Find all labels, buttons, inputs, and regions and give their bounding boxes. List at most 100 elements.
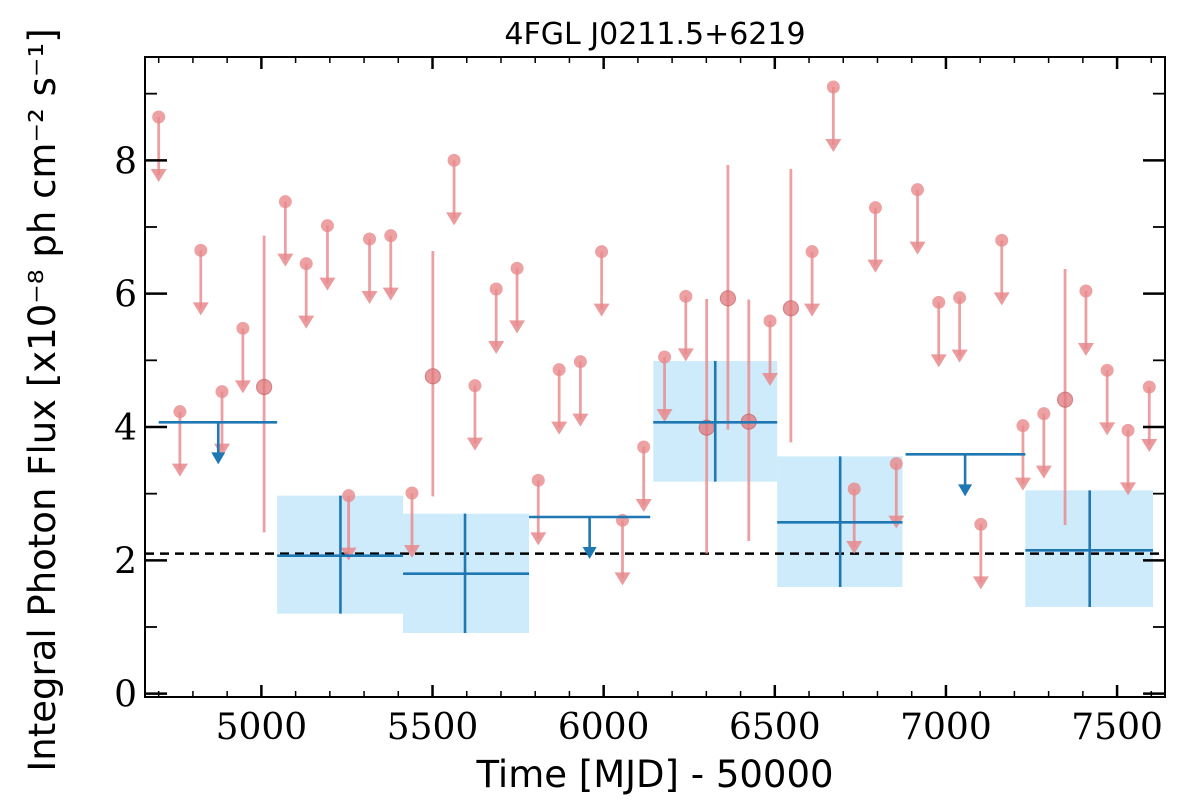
- upper-limit-arrowhead: [1099, 422, 1116, 436]
- wide-upper-limit-arrowhead: [211, 452, 226, 465]
- upper-limit-arrowhead: [340, 547, 357, 561]
- data-point: [531, 473, 545, 487]
- y-tick-label: 8: [114, 141, 137, 182]
- data-point: [826, 80, 840, 94]
- upper-limit-arrowhead: [466, 437, 483, 451]
- data-point: [173, 405, 187, 419]
- data-point: [658, 350, 672, 364]
- upper-limit-arrowhead: [846, 541, 863, 554]
- upper-limit-arrowhead: [171, 463, 188, 477]
- chart-title: 4FGL J0211.5+6219: [504, 17, 805, 52]
- data-point: [363, 232, 377, 246]
- data-point: [552, 363, 566, 377]
- data-point: [468, 379, 482, 393]
- data-point: [679, 289, 693, 303]
- data-point: [889, 457, 903, 471]
- upper-limit-arrowhead: [909, 241, 926, 255]
- upper-limit-arrowhead: [993, 292, 1010, 306]
- data-point: [974, 517, 988, 531]
- data-point: [847, 482, 861, 496]
- data-point: [510, 261, 524, 275]
- upper-limit-arrowhead: [635, 499, 652, 512]
- upper-limit-arrowhead: [488, 341, 505, 354]
- data-point: [405, 486, 419, 500]
- upper-limit-arrowhead: [1141, 439, 1158, 452]
- data-point: [194, 243, 208, 257]
- upper-limit-arrowhead: [614, 572, 631, 586]
- upper-limit-arrowhead: [361, 291, 378, 304]
- data-point: [320, 219, 334, 233]
- data-point: [573, 355, 587, 369]
- long-bin-layer: [158, 361, 1154, 633]
- upper-limit-arrowhead: [825, 139, 842, 152]
- data-point: [384, 229, 398, 243]
- data-point: [278, 195, 292, 209]
- upper-limit-arrowhead: [656, 409, 673, 422]
- upper-limit-arrowhead: [677, 348, 694, 362]
- data-point: [1100, 363, 1114, 377]
- data-point: [805, 245, 819, 259]
- y-tick-label: 4: [114, 408, 137, 449]
- detection-point: [719, 290, 737, 307]
- data-point: [595, 245, 609, 259]
- upper-limit-arrowhead: [867, 259, 884, 273]
- data-point: [1121, 423, 1135, 437]
- data-point: [342, 489, 356, 503]
- detection-point: [782, 300, 799, 317]
- data-point: [236, 321, 250, 335]
- data-point: [995, 233, 1009, 247]
- x-tick-label: 6000: [558, 707, 650, 748]
- axis-ticks: 5000 5500 6000 6500 7000 7500 0 2 4 6 8: [114, 57, 1165, 748]
- upper-limit-arrowhead: [446, 212, 463, 226]
- upper-limit-arrowhead: [298, 315, 315, 329]
- data-point: [637, 440, 651, 454]
- x-tick-label: 7500: [1071, 707, 1163, 748]
- upper-limit-arrowhead: [1014, 477, 1031, 491]
- upper-limit-arrowhead: [319, 277, 336, 291]
- data-point: [868, 201, 882, 215]
- upper-limit-arrowhead: [762, 373, 779, 386]
- data-point: [215, 385, 229, 399]
- x-axis-label: Time [MJD] - 50000: [475, 753, 833, 796]
- upper-limit-arrowhead: [972, 576, 989, 590]
- y-tick-label: 6: [114, 275, 137, 316]
- upper-limit-arrowhead: [382, 287, 399, 301]
- data-point: [1037, 407, 1051, 421]
- data-point: [152, 110, 166, 124]
- data-point: [489, 282, 503, 296]
- upper-limit-arrowhead: [1077, 343, 1094, 356]
- upper-limit-arrowhead: [234, 380, 251, 394]
- upper-limit-arrowhead: [403, 545, 420, 558]
- x-tick-label: 5000: [216, 707, 308, 748]
- data-point: [447, 153, 461, 167]
- data-point: [763, 314, 777, 328]
- data-point: [911, 183, 925, 197]
- upper-limit-arrowhead: [192, 302, 209, 316]
- plot-frame: [144, 56, 1166, 698]
- upper-limit-arrowhead: [572, 413, 589, 427]
- x-tick-label: 7000: [900, 707, 992, 748]
- data-point: [953, 291, 967, 305]
- x-tick-label: 5500: [387, 707, 479, 748]
- data-point: [932, 295, 946, 309]
- data-point: [1079, 284, 1093, 298]
- detection-point: [256, 378, 273, 396]
- upper-limit-arrowhead: [509, 320, 526, 334]
- wide-upper-limit-arrowhead: [958, 484, 973, 497]
- upper-limit-arrowhead: [277, 253, 294, 267]
- detection-point: [424, 368, 441, 385]
- upper-limit-arrowhead: [804, 303, 821, 317]
- x-tick-label: 6500: [729, 707, 821, 748]
- upper-limit-arrowhead: [930, 354, 947, 368]
- upper-limit-arrowhead: [951, 349, 968, 363]
- data-point: [1142, 380, 1156, 394]
- y-tick-label: 2: [114, 541, 137, 582]
- y-axis-label: Integral Photon Flux [x10⁻⁸ ph cm⁻² s⁻¹]: [21, 28, 64, 771]
- y-tick-label: 0: [114, 675, 137, 716]
- upper-limit-arrowhead: [1120, 482, 1137, 496]
- upper-limit-arrowhead: [551, 421, 568, 435]
- data-point: [299, 257, 313, 271]
- wide-upper-limit-arrowhead: [582, 547, 597, 559]
- upper-limit-arrowhead: [530, 532, 547, 546]
